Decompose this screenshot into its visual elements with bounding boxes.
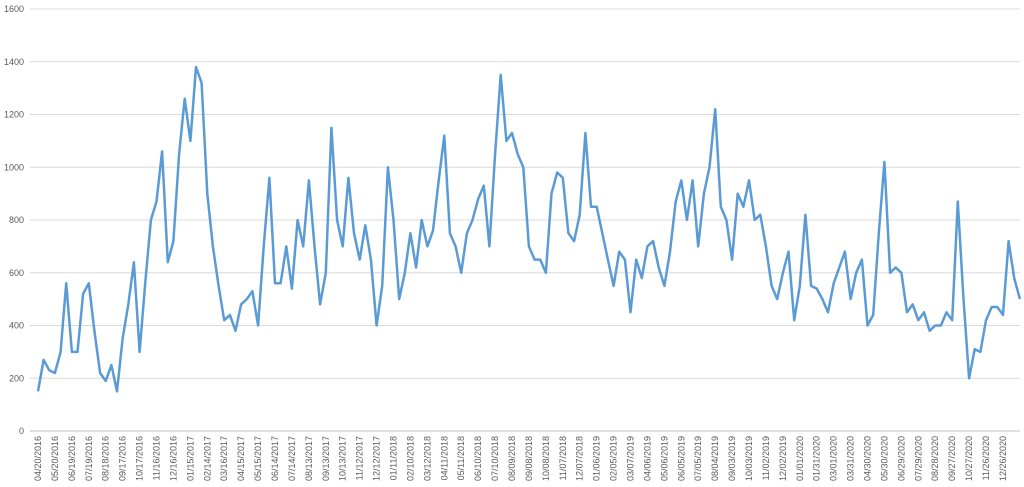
x-tick-label: 05/06/2019 xyxy=(659,436,669,481)
x-tick-label: 06/29/2020 xyxy=(896,436,906,481)
x-tick-label: 08/13/2017 xyxy=(304,436,314,481)
x-tick-label: 07/05/2019 xyxy=(693,436,703,481)
x-tick-label: 11/02/2019 xyxy=(761,436,771,480)
x-tick-label: 02/05/2019 xyxy=(609,436,619,481)
y-tick-label: 1000 xyxy=(4,162,24,172)
x-tick-label: 05/30/2020 xyxy=(879,436,889,481)
x-tick-label: 04/06/2019 xyxy=(642,436,652,481)
x-tick-label: 12/26/2020 xyxy=(998,436,1008,481)
x-tick-label: 01/31/2020 xyxy=(812,436,822,481)
x-tick-label: 10/27/2020 xyxy=(964,436,974,481)
line-series xyxy=(36,65,1022,393)
x-tick-label: 02/10/2018 xyxy=(405,436,415,481)
x-tick-label: 11/07/2018 xyxy=(558,436,568,480)
x-tick-label: 12/07/2018 xyxy=(575,436,585,481)
x-tick-label: 01/01/2020 xyxy=(795,436,805,481)
x-tick-label: 08/09/2018 xyxy=(507,436,517,481)
y-tick-label: 400 xyxy=(9,321,24,331)
x-tick-label: 07/14/2017 xyxy=(287,436,297,481)
x-tick-label: 12/02/2019 xyxy=(778,436,788,481)
x-tick-label: 04/20/2016 xyxy=(33,436,43,481)
x-tick-label: 05/20/2016 xyxy=(50,436,60,481)
x-tick-label: 10/08/2018 xyxy=(541,436,551,481)
x-tick-label: 07/29/2020 xyxy=(913,436,923,481)
x-tick-label: 03/16/2017 xyxy=(219,436,229,481)
x-tick-label: 08/28/2020 xyxy=(930,436,940,481)
x-tick-label: 09/27/2020 xyxy=(947,436,957,481)
x-tick-label: 11/26/2020 xyxy=(981,436,991,480)
x-tick-label: 01/15/2017 xyxy=(185,436,195,481)
x-tick-label: 04/30/2020 xyxy=(863,436,873,481)
y-tick-label: 600 xyxy=(9,268,24,278)
x-tick-label: 03/31/2020 xyxy=(846,436,856,481)
x-tick-label: 11/12/2017 xyxy=(355,436,365,480)
x-tick-label: 06/10/2018 xyxy=(473,436,483,481)
y-tick-label: 0 xyxy=(19,426,24,436)
x-tick-label: 06/05/2019 xyxy=(676,436,686,481)
y-tick-label: 800 xyxy=(9,215,24,225)
x-tick-label: 06/19/2016 xyxy=(67,436,77,481)
x-tick-label: 01/11/2018 xyxy=(389,436,399,480)
x-tick-label: 05/15/2017 xyxy=(253,436,263,481)
x-tick-label: 03/12/2018 xyxy=(422,436,432,481)
x-tick-label: 12/12/2017 xyxy=(372,436,382,481)
x-tick-label: 09/03/2019 xyxy=(727,436,737,481)
x-tick-label: 09/08/2018 xyxy=(524,436,534,481)
x-tick-label: 10/17/2016 xyxy=(135,436,145,481)
x-tick-label: 10/13/2017 xyxy=(338,436,348,481)
x-tick-label: 05/11/2018 xyxy=(456,436,466,480)
y-tick-label: 200 xyxy=(9,373,24,383)
x-tick-label: 12/16/2016 xyxy=(168,436,178,481)
x-tick-label: 07/10/2018 xyxy=(490,436,500,481)
x-tick-label: 08/18/2016 xyxy=(101,436,111,481)
x-tick-label: 02/14/2017 xyxy=(202,436,212,481)
x-tick-label: 09/13/2017 xyxy=(321,436,331,481)
x-tick-label: 04/11/2018 xyxy=(439,436,449,480)
x-tick-label: 09/17/2016 xyxy=(118,436,128,481)
x-tick-label: 06/14/2017 xyxy=(270,436,280,481)
x-tick-label: 03/07/2019 xyxy=(626,436,636,481)
x-tick-label: 11/16/2016 xyxy=(152,436,162,480)
y-tick-label: 1200 xyxy=(4,110,24,120)
y-tick-label: 1600 xyxy=(4,4,24,14)
y-tick-label: 1400 xyxy=(4,57,24,67)
x-tick-label: 07/19/2016 xyxy=(84,436,94,481)
x-tick-label: 10/03/2019 xyxy=(744,436,754,481)
x-tick-label: 01/06/2019 xyxy=(592,436,602,481)
x-tick-label: 08/04/2019 xyxy=(710,436,720,481)
x-tick-label: 03/01/2020 xyxy=(829,436,839,481)
x-tick-label: 04/15/2017 xyxy=(236,436,246,481)
